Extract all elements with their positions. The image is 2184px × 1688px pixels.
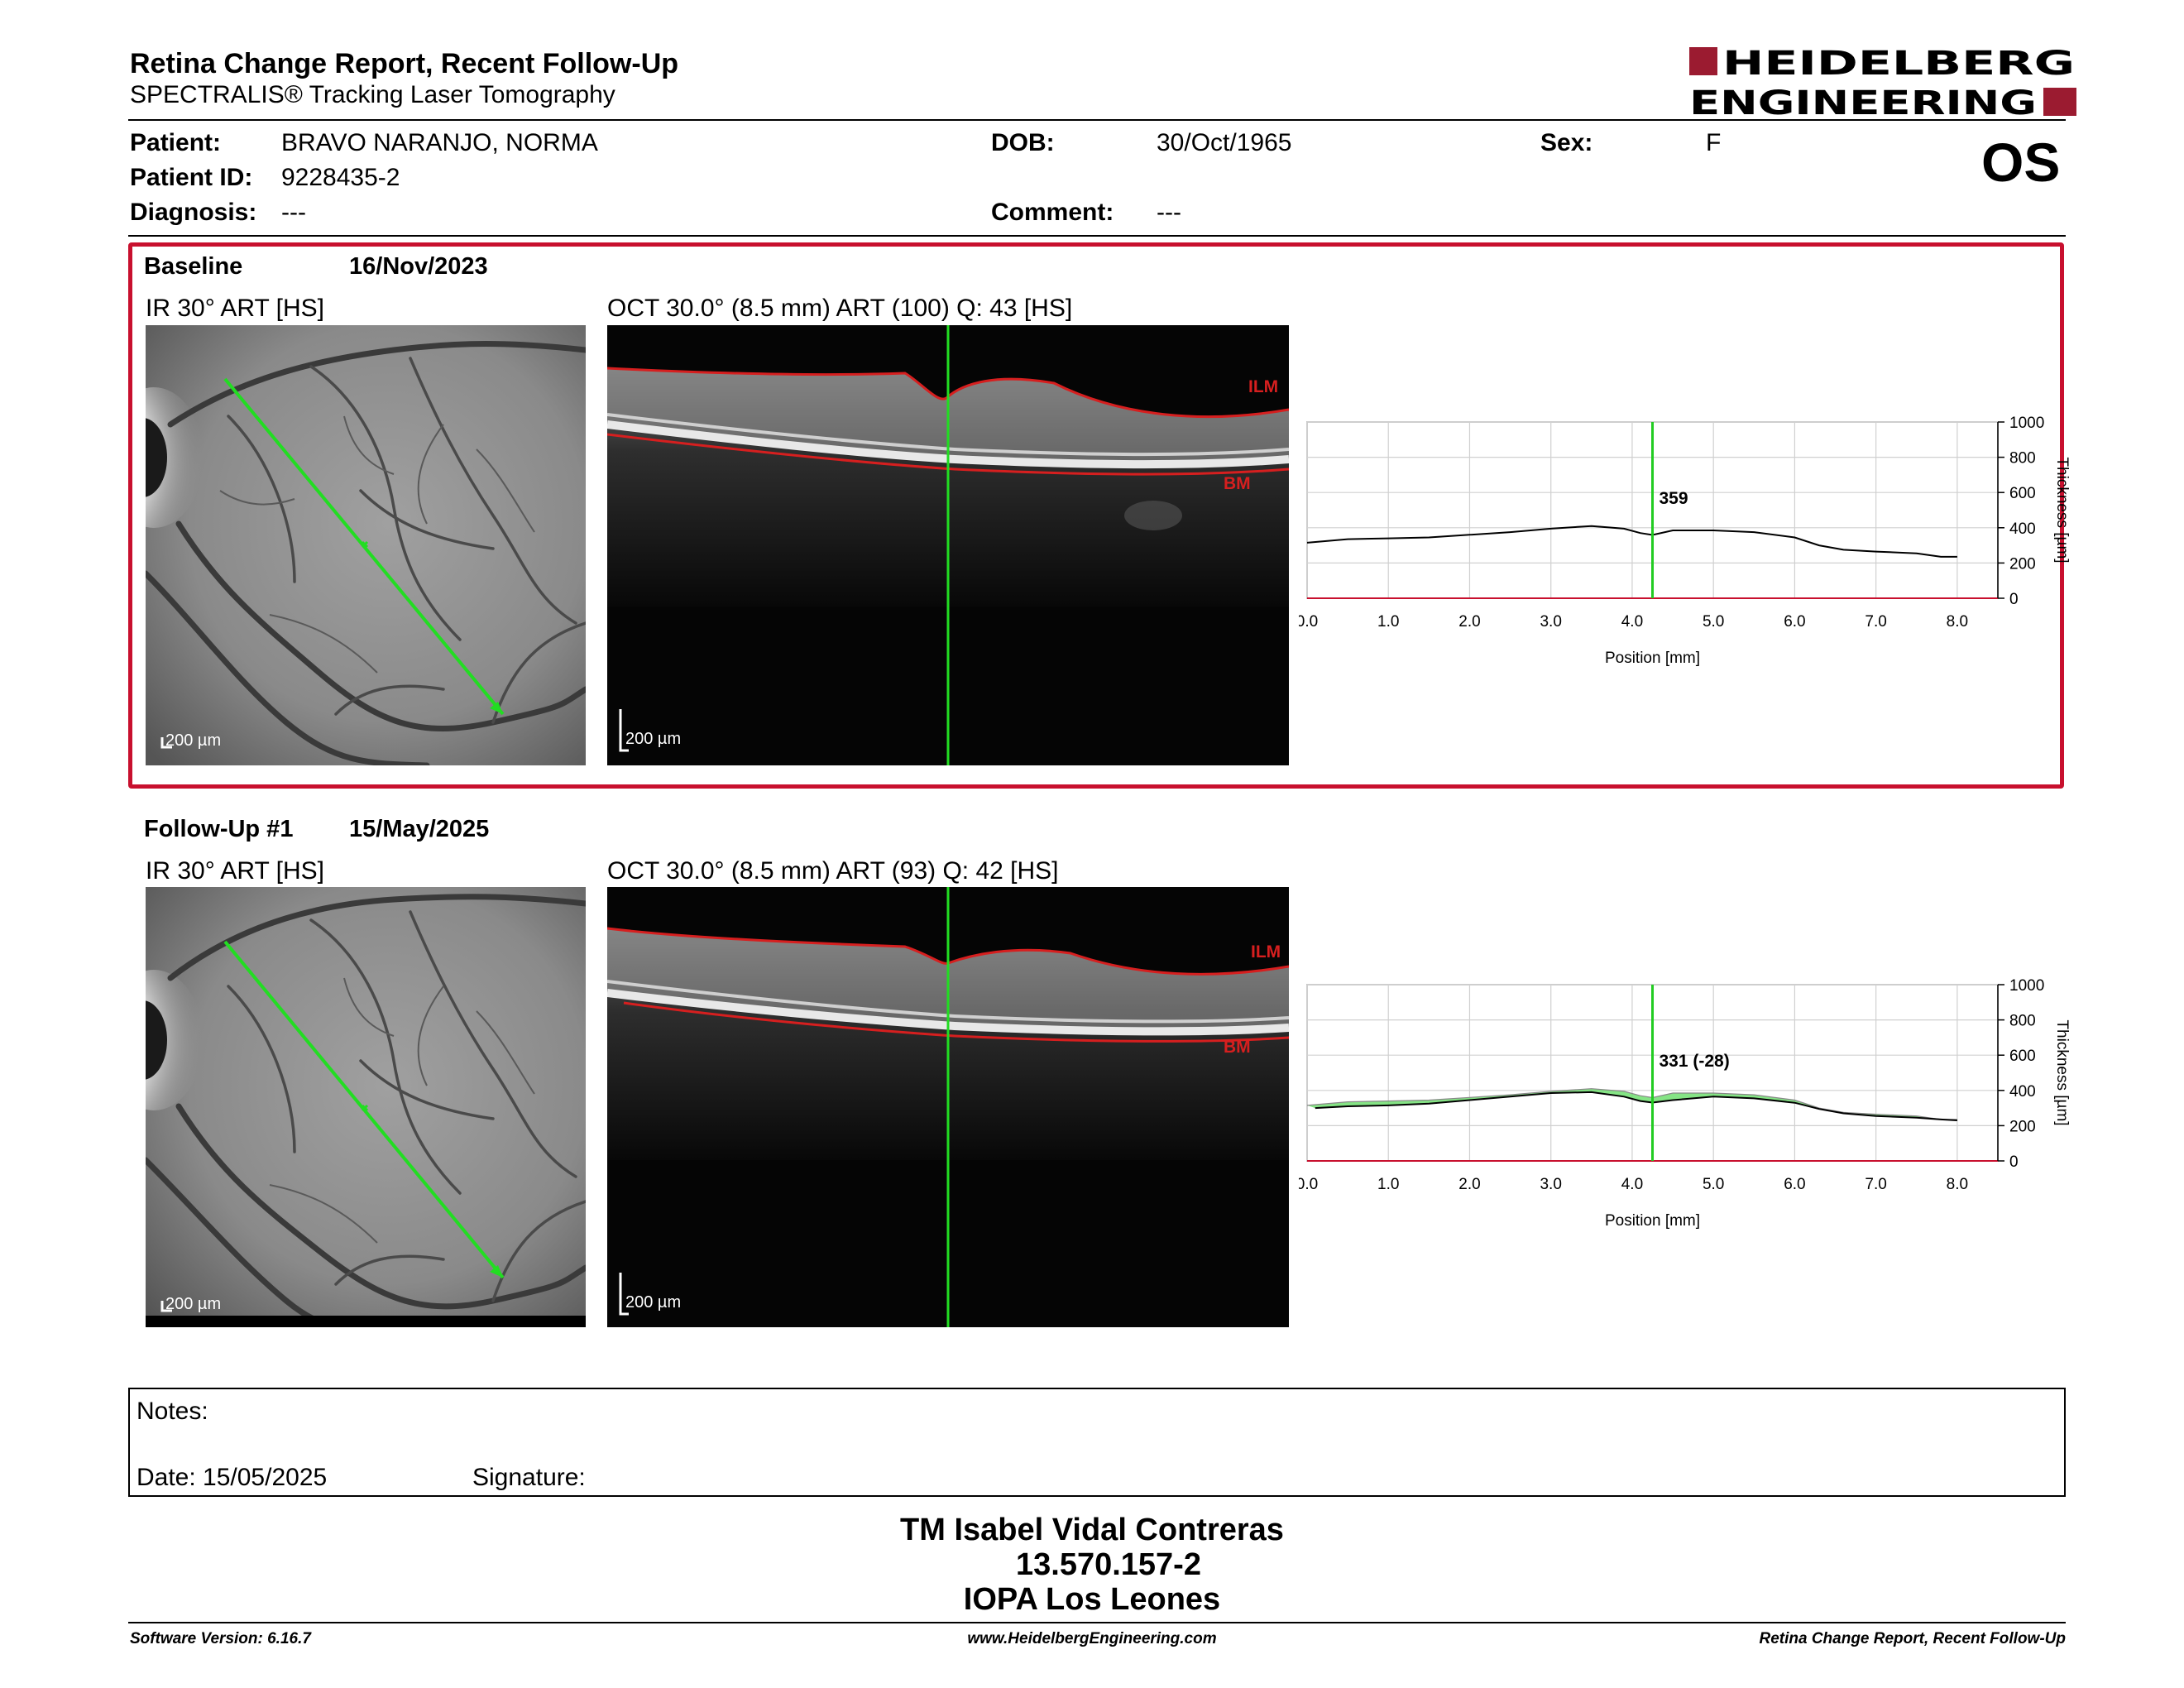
y-tick-label: 800 [2009,1013,2036,1030]
y-tick-label: 800 [2009,450,2036,468]
y-tick-label: 200 [2009,555,2036,573]
x-tick-label: 3.0 [1540,1176,1561,1193]
svg-text:200 µm: 200 µm [625,1293,681,1312]
patient-id-label: Patient ID: [130,164,253,191]
svg-text:BM: BM [1224,474,1251,493]
followup-label: Follow-Up #1 [144,816,294,842]
y-tick-label: 600 [2009,1048,2036,1065]
svg-text:ENGINEERING: ENGINEERING [1689,84,2037,117]
svg-text:ILM: ILM [1248,377,1278,396]
x-tick-label: 8.0 [1947,613,1968,631]
x-tick-label: 2.0 [1458,613,1480,631]
svg-text:ILM: ILM [1251,942,1281,961]
y-tick-label: 400 [2009,1083,2036,1101]
x-tick-label: 7.0 [1865,1176,1886,1193]
signature-label: Signature: [472,1464,586,1491]
patient-name: BRAVO NARANJO, NORMA [281,129,598,156]
svg-text:HEIDELBERG: HEIDELBERG [1722,45,2075,83]
footer-website-link[interactable]: www.HeidelbergEngineering.com [967,1630,1217,1647]
y-tick-label: 1000 [2009,977,2044,995]
followup-ir-label: IR 30° ART [HS] [146,857,324,885]
svg-text:200 µm: 200 µm [625,730,681,748]
patient-label: Patient: [130,129,222,156]
y-tick-label: 0 [2009,591,2019,608]
eye-indicator: OS [1981,132,2061,193]
diagnosis-value: --- [281,199,306,226]
y-tick-label: 400 [2009,520,2036,538]
x-tick-label: 4.0 [1621,1176,1643,1193]
y-tick-label: 600 [2009,485,2036,502]
baseline-ir-label: IR 30° ART [HS] [146,295,324,322]
x-tick-label: 6.0 [1784,613,1805,631]
dob-label: DOB: [991,129,1055,156]
y-axis-label: Thickness [µm] [2053,1019,2071,1125]
heidelberg-logo: HEIDELBERG ENGINEERING [1689,45,2076,122]
x-tick-label: 1.0 [1377,613,1399,631]
x-tick-label: 6.0 [1784,1176,1805,1193]
x-tick-label: 3.0 [1540,613,1561,631]
baseline-oct-label: OCT 30.0° (8.5 mm) ART (100) Q: 43 [HS] [607,295,1073,322]
comment-value: --- [1157,199,1181,226]
baseline-label: Baseline [144,253,243,280]
followup-date: 15/May/2025 [349,816,490,842]
x-tick-label: 5.0 [1703,1176,1724,1193]
report-title: Retina Change Report, Recent Follow-Up [130,48,679,79]
svg-text:200 µm: 200 µm [165,1295,221,1313]
baseline-ir-fundus-image[interactable]: 200 µm [146,325,586,765]
x-axis-label: Position [mm] [1605,650,1700,667]
x-tick-label: 5.0 [1703,613,1724,631]
followup-thickness-chart: 0.0 1.0 2.0 3.0 4.0 5.0 6.0 7.0 8.0 0 200 400 600 800… [1296,975,2085,1240]
x-tick-label: 0.0 [1299,613,1318,631]
baseline-oct-bscan-image[interactable]: ILM BM 200 µm [607,325,1289,765]
patient-id-value: 9228435-2 [281,164,400,191]
svg-text:200 µm: 200 µm [165,731,221,750]
x-tick-label: 4.0 [1621,613,1643,631]
x-tick-label: 0.0 [1299,1176,1318,1193]
dob-value: 30/Oct/1965 [1157,129,1292,156]
x-tick-label: 2.0 [1458,1176,1480,1193]
y-tick-label: 0 [2009,1153,2019,1171]
thickness-change-area [1307,1088,1957,1120]
signer-org: IOPA Los Leones [963,1582,1221,1617]
notes-label: Notes: [136,1398,208,1425]
signer-id: 13.570.157-2 [1016,1547,1201,1582]
sex-value: F [1706,129,1722,156]
x-tick-label: 7.0 [1865,613,1886,631]
y-tick-label: 200 [2009,1118,2036,1135]
diagnosis-label: Diagnosis: [130,199,257,226]
report-subtitle: SPECTRALIS® Tracking Laser Tomography [130,81,615,108]
signer-name: TM Isabel Vidal Contreras [900,1513,1284,1547]
notes-box[interactable]: Notes: Date: 15/05/2025 Signature: [128,1388,2066,1497]
cursor-value-label: 359 [1660,489,1688,508]
footer-report-name: Retina Change Report, Recent Follow-Up [1759,1630,2066,1647]
comment-label: Comment: [991,199,1114,226]
svg-text:BM: BM [1224,1038,1251,1057]
x-axis-label: Position [mm] [1605,1212,1700,1230]
baseline-date: 16/Nov/2023 [349,253,488,280]
followup-oct-label: OCT 30.0° (8.5 mm) ART (93) Q: 42 [HS] [607,857,1059,885]
followup-ir-fundus-image[interactable]: 200 µm [146,887,586,1327]
cursor-value-label: 331 (-28) [1660,1052,1730,1071]
y-tick-label: 1000 [2009,415,2044,432]
notes-date: Date: 15/05/2025 [136,1464,328,1491]
followup-oct-bscan-image[interactable]: ILM BM 200 µm [607,887,1289,1327]
x-tick-label: 1.0 [1377,1176,1399,1193]
footer-software-version: Software Version: 6.16.7 [130,1630,311,1647]
sex-label: Sex: [1540,129,1593,156]
baseline-thickness-chart: 0.0 1.0 2.0 3.0 4.0 5.0 6.0 7.0 8.0 0 200 400 600 800… [1296,412,2085,677]
baseline-highlight-frame [128,242,2064,789]
x-tick-label: 8.0 [1947,1176,1968,1193]
y-axis-label: Thickness [µm] [2053,457,2071,563]
